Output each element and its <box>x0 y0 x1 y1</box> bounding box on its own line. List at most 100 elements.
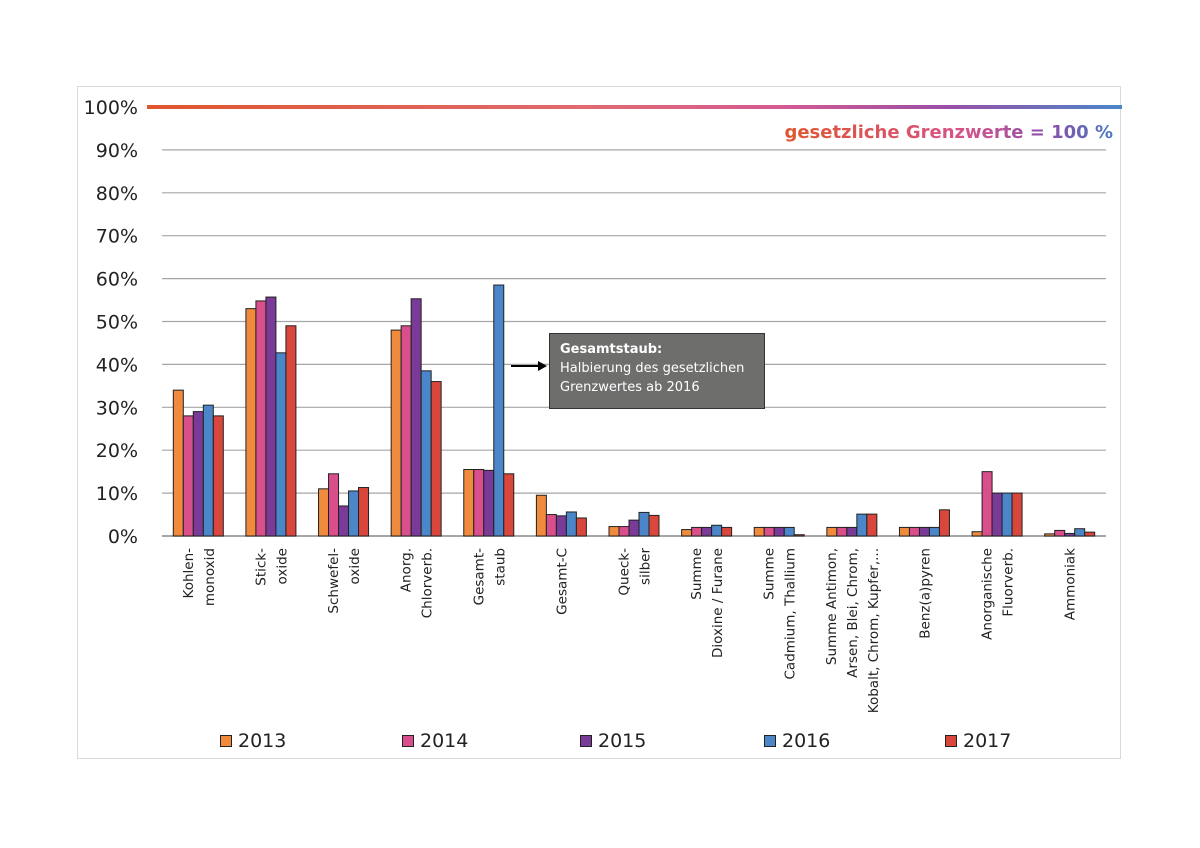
annotation-title: Gesamtstaub: <box>560 342 663 357</box>
bar-2013-0 <box>172 389 184 537</box>
x-tick-label-line: Gesamt- <box>471 548 487 606</box>
y-tick-label: 50% <box>96 312 138 334</box>
bar-2013-10 <box>898 526 910 537</box>
bar-2015-10 <box>918 526 930 537</box>
y-tick-label: 90% <box>96 140 138 162</box>
bar-2016-2 <box>348 490 360 537</box>
x-tick-label-line: Stick- <box>253 548 269 586</box>
legend-item-2015: 2015 <box>580 730 646 752</box>
legend-item-2017: 2017 <box>945 730 1011 752</box>
x-tick-label: Gesamt-C <box>554 548 570 615</box>
bar-2015-1 <box>265 296 277 537</box>
bar-2013-12 <box>1044 533 1056 537</box>
x-tick-label-line: Summe <box>689 548 705 600</box>
annotation-arrow-head <box>538 361 547 371</box>
legend: 2013 2014 2015 2016 2017 <box>0 730 1200 754</box>
bar-2015-0 <box>192 411 204 537</box>
x-tick-label: Benz(a)pyren <box>917 548 933 639</box>
bar-2017-12 <box>1084 531 1096 537</box>
legend-label: 2016 <box>782 730 831 752</box>
legend-item-2014: 2014 <box>402 730 468 752</box>
legend-item-2016: 2016 <box>764 730 830 752</box>
bar-2017-5 <box>575 517 587 537</box>
bar-2016-3 <box>420 370 432 537</box>
bar-2014-7 <box>691 526 703 537</box>
y-tick-label: 40% <box>96 354 138 376</box>
bar-2017-9 <box>866 513 878 537</box>
bar-2014-3 <box>400 325 412 537</box>
x-tick-label: Schwefel-oxide <box>326 548 363 614</box>
x-tick-label-line: Summe Antimon, <box>824 548 840 665</box>
legend-item-2013: 2013 <box>220 730 286 752</box>
x-tick-label: Queck-silber <box>617 548 654 596</box>
bar-2013-9 <box>826 526 838 537</box>
y-tick-label: 30% <box>96 397 138 419</box>
x-tick-label: Anorganische Fluorverb. <box>980 548 1017 640</box>
x-tick-label-line: Summe <box>762 548 778 600</box>
x-tick-label-line: Cadmium, Thallium <box>783 548 799 680</box>
bar-2016-4 <box>493 284 505 537</box>
bar-2014-10 <box>908 526 920 537</box>
bar-2013-2 <box>318 488 330 537</box>
annotation-text-line-1: Halbierung des gesetzlichen <box>560 361 745 376</box>
bar-2017-4 <box>503 473 515 537</box>
legend-label: 2017 <box>963 730 1012 752</box>
x-tick-label-line: Dioxine / Furane <box>710 548 726 658</box>
annotation-box: Gesamtstaub: Halbierung des gesetzlichen… <box>549 333 765 409</box>
x-tick-label-line: Chlorverb. <box>420 548 436 618</box>
legend-label: 2014 <box>420 730 469 752</box>
x-tick-label: Summe Dioxine / Furane <box>689 548 726 658</box>
bar-2014-5 <box>545 514 557 537</box>
bar-2013-11 <box>971 531 983 537</box>
x-tick-label: Stick-oxide <box>253 548 290 586</box>
bar-2014-12 <box>1054 529 1066 537</box>
bar-2014-11 <box>981 471 993 537</box>
bar-2015-7 <box>701 526 713 537</box>
bar-2013-7 <box>681 529 693 537</box>
bar-2016-6 <box>638 511 650 537</box>
x-tick-label: Kohlen-monoxid <box>181 548 218 606</box>
x-tick-label-line: Kohlen- <box>181 548 197 599</box>
grid-lines <box>162 106 1106 537</box>
y-tick-label: 20% <box>96 440 138 462</box>
bar-2017-10 <box>938 509 950 537</box>
bar-2013-1 <box>245 308 257 537</box>
x-axis-labels: Kohlen-monoxid Stick-oxide Schwefel-oxide A… <box>181 548 1079 714</box>
x-tick-label: Summe Cadmium, Thallium <box>762 548 799 680</box>
x-tick-label-line: Ammoniak <box>1063 548 1079 620</box>
y-tick-label: 70% <box>96 226 138 248</box>
x-tick-label-line: staub <box>492 548 508 586</box>
bar-2017-11 <box>1011 492 1023 537</box>
legend-swatch <box>764 735 776 747</box>
x-tick-label-line: Benz(a)pyren <box>917 548 933 639</box>
bar-2015-2 <box>338 505 350 537</box>
legend-swatch <box>945 735 957 747</box>
bar-2015-9 <box>846 526 858 537</box>
y-tick-label: 80% <box>96 183 138 205</box>
bar-2017-3 <box>430 381 442 537</box>
bar-2013-4 <box>463 469 475 537</box>
y-tick-label: 0% <box>108 526 138 548</box>
x-tick-label-line: Fluorverb. <box>1001 548 1017 617</box>
bar-2016-5 <box>565 511 577 537</box>
bar-2014-8 <box>763 526 775 537</box>
x-tick-label-line: monoxid <box>202 548 218 606</box>
x-tick-label-line: silber <box>638 548 654 585</box>
bar-2017-7 <box>721 526 733 537</box>
legend-label: 2015 <box>598 730 647 752</box>
annotation-text-line-2: Grenzwertes ab 2016 <box>560 380 700 395</box>
x-tick-label: Ammoniak <box>1063 548 1079 620</box>
bar-2017-6 <box>648 514 660 537</box>
bar-2016-1 <box>275 352 287 537</box>
bar-2016-9 <box>856 513 868 537</box>
x-tick-label-line: oxide <box>347 548 363 584</box>
y-axis-ticks: 0% 10% 20% 30% 40% 50% 60% 70% 80% 90% 100% <box>84 97 138 548</box>
bar-2017-2 <box>358 487 370 537</box>
bar-2016-11 <box>1001 492 1013 537</box>
bar-2013-8 <box>753 526 765 537</box>
legend-swatch <box>402 735 414 747</box>
bar-2013-6 <box>608 526 620 537</box>
legend-swatch <box>220 735 232 747</box>
bar-2016-0 <box>202 404 214 537</box>
